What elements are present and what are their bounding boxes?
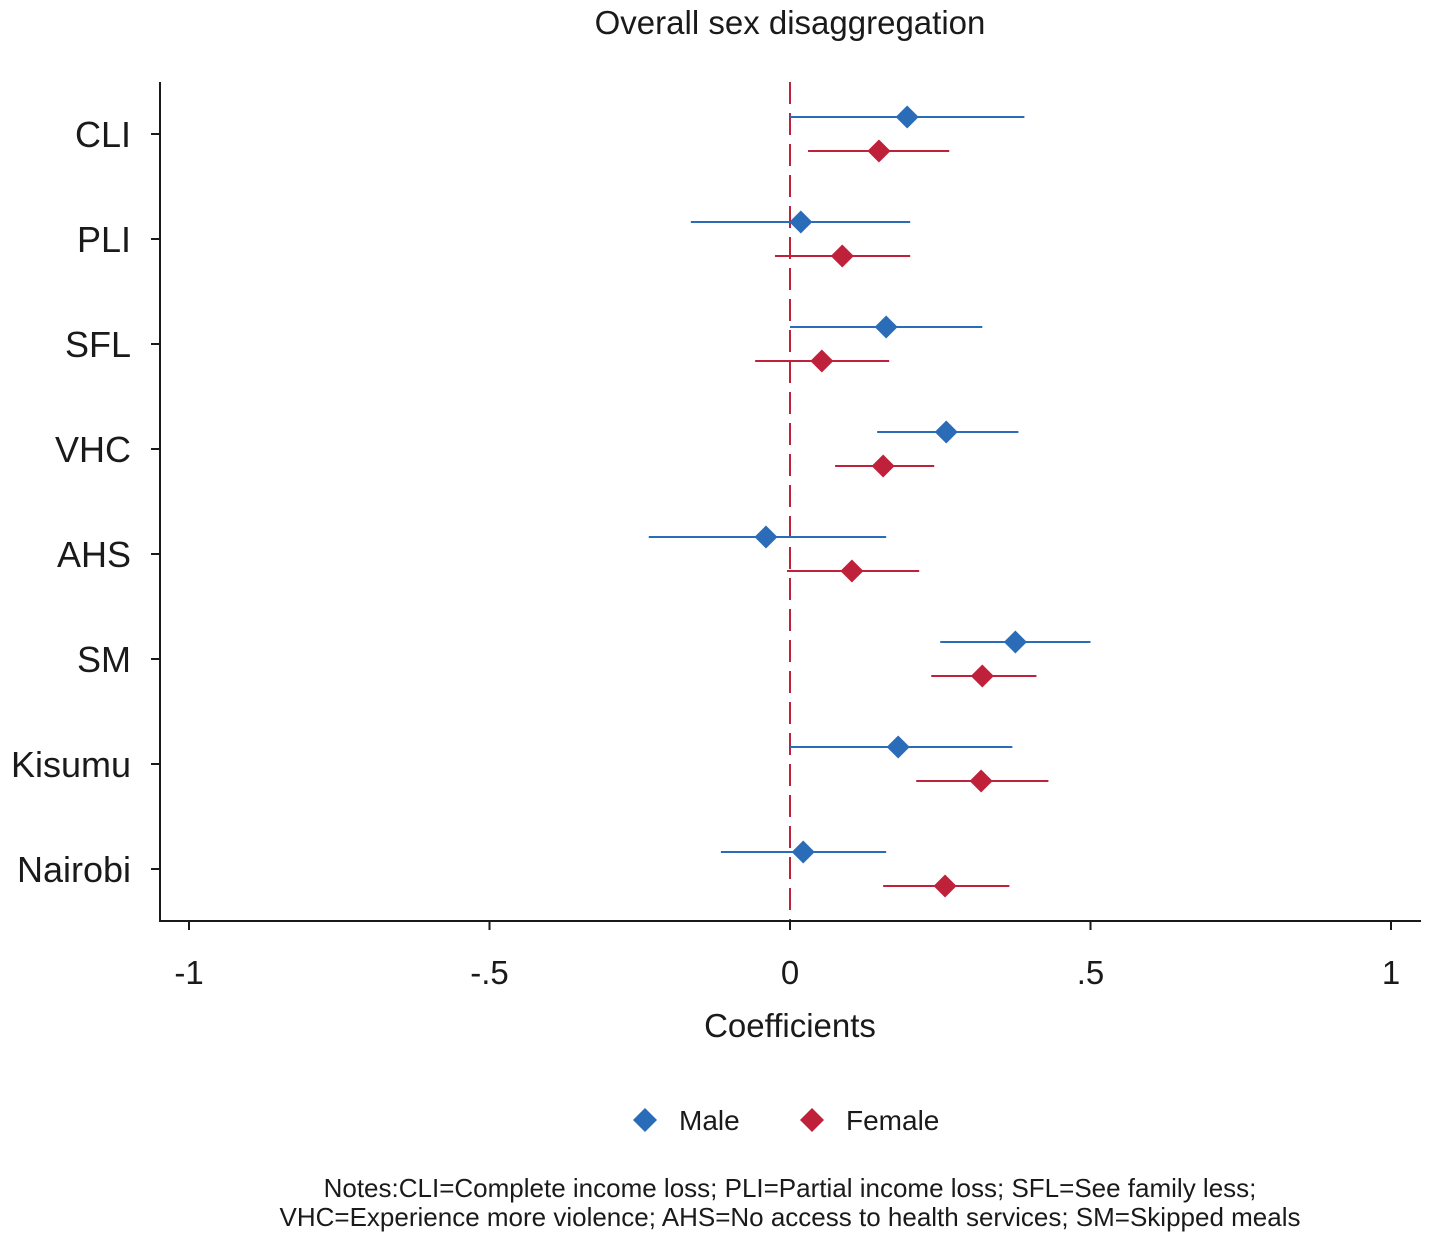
chart-title: Overall sex disaggregation — [595, 4, 986, 41]
notes-line-2: VHC=Experience more violence; AHS=No acc… — [279, 1202, 1301, 1232]
x-tick-label: .5 — [1077, 954, 1105, 991]
estimate-marker — [934, 420, 958, 444]
estimate-marker — [830, 244, 854, 268]
y-tick-label: CLI — [75, 114, 131, 155]
y-tick-label: PLI — [77, 219, 131, 260]
y-tick-label: Kisumu — [11, 744, 131, 785]
y-tick-label: SFL — [65, 324, 131, 365]
legend-marker-female — [800, 1108, 824, 1132]
y-tick-label: VHC — [55, 429, 131, 470]
estimate-marker — [895, 105, 919, 129]
estimate-marker — [789, 210, 813, 234]
estimate-marker — [970, 664, 994, 688]
estimate-marker — [867, 139, 891, 163]
estimate-marker — [810, 349, 834, 373]
estimate-marker — [933, 874, 957, 898]
legend-marker-male — [633, 1108, 657, 1132]
estimate-marker — [754, 525, 778, 549]
x-tick-label: 0 — [781, 954, 799, 991]
y-tick-label: AHS — [57, 534, 131, 575]
estimate-marker — [969, 769, 993, 793]
x-tick-label: -.5 — [470, 954, 509, 991]
estimate-marker — [791, 840, 815, 864]
y-axis-labels: CLI PLI SFL VHC AHS SM Kisumu Nairobi — [11, 114, 160, 890]
notes: Notes:CLI=Complete income loss; PLI=Part… — [0, 1174, 1430, 1232]
estimate-marker — [871, 454, 895, 478]
x-tick-label: -1 — [174, 954, 203, 991]
x-axis-ticks: -1 -.5 0 .5 1 — [174, 921, 1400, 991]
series-female — [755, 139, 1049, 898]
estimate-marker — [886, 735, 910, 759]
notes-line-1: Notes:CLI=Complete income loss; PLI=Part… — [323, 1173, 1257, 1203]
y-tick-label: SM — [77, 639, 131, 680]
legend-label-female: Female — [846, 1105, 939, 1136]
plot-area — [648, 82, 1091, 921]
estimate-marker — [840, 559, 864, 583]
x-axis-label: Coefficients — [704, 1007, 876, 1044]
series-male — [648, 105, 1091, 864]
estimate-marker — [874, 315, 898, 339]
y-tick-label: Nairobi — [17, 849, 131, 890]
estimate-marker — [1003, 630, 1027, 654]
legend-label-male: Male — [679, 1105, 740, 1136]
legend: Male Female — [633, 1105, 939, 1136]
x-tick-label: 1 — [1382, 954, 1400, 991]
